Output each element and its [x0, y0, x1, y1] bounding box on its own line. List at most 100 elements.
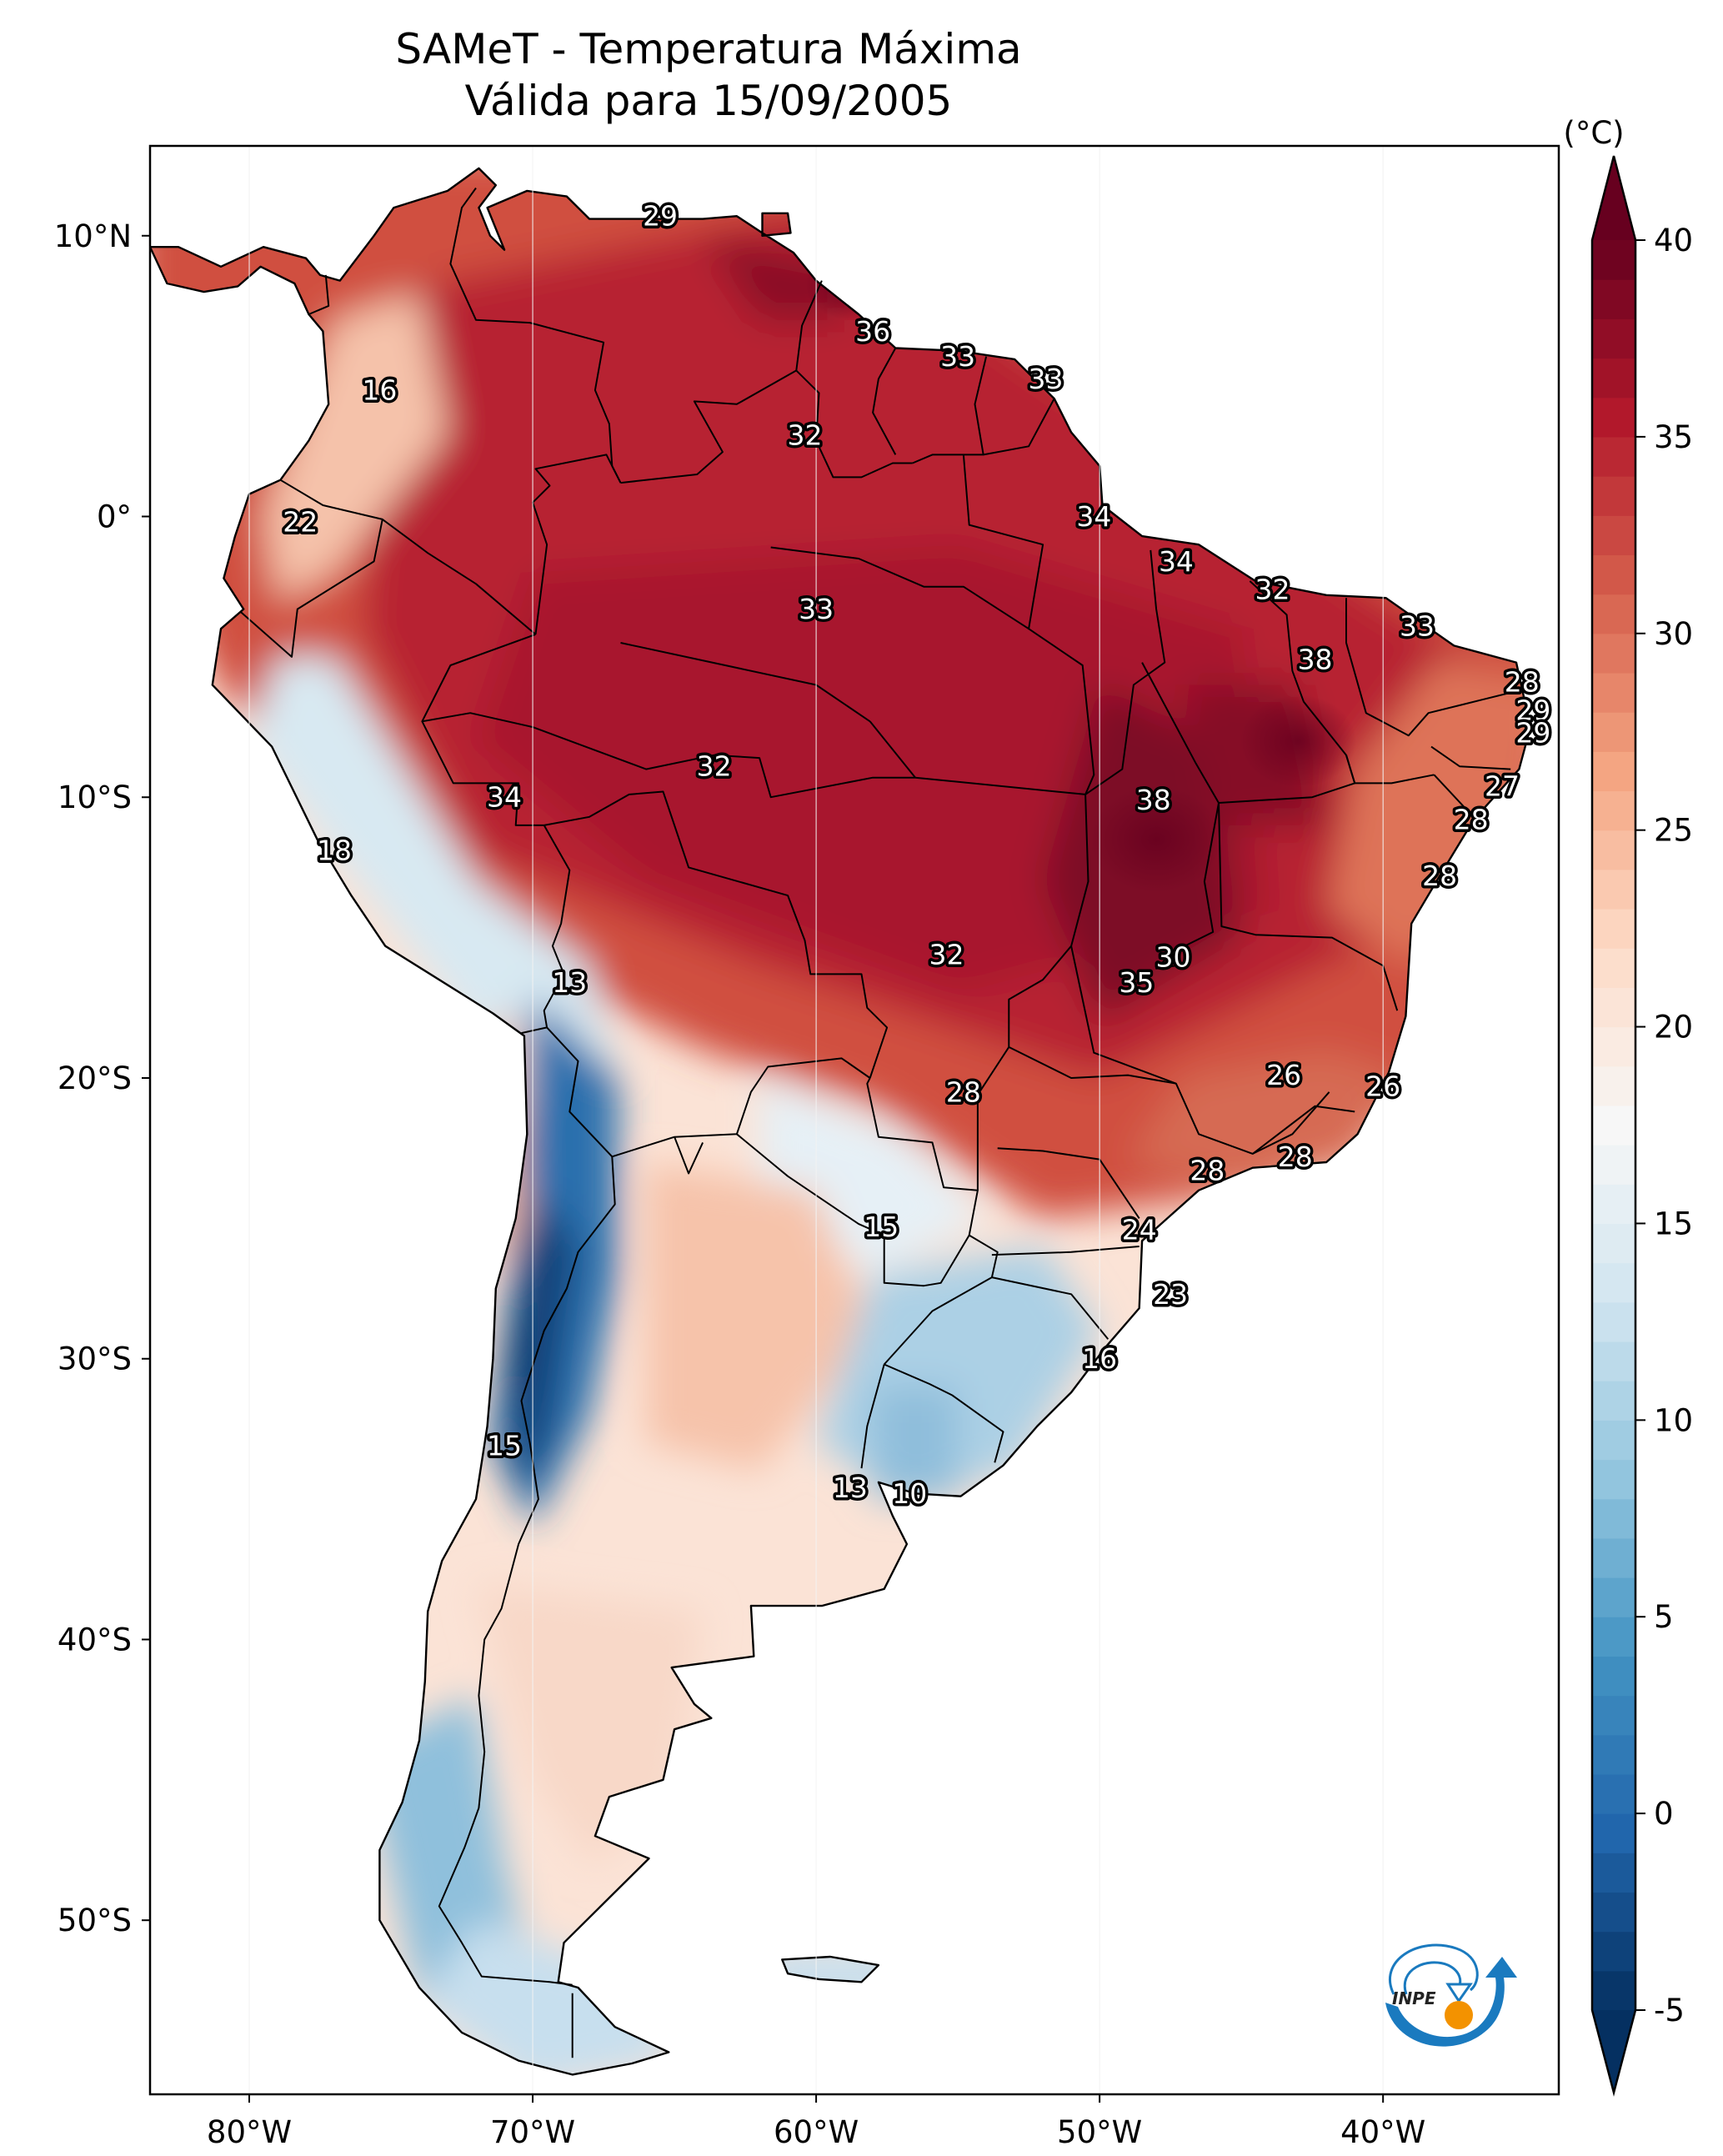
y-tick-label: 40°S — [58, 1622, 132, 1657]
country-border — [1218, 802, 1399, 1011]
colorbar-tick-label: 10 — [1654, 1402, 1693, 1438]
colorbar-extend-min — [1592, 2010, 1635, 2093]
x-axis-ticks: 80°W 70°W 60°W 50°W 40°W — [207, 2094, 1425, 2150]
colorbar-segment — [1592, 909, 1635, 949]
chart-title: SAMeT - Temperatura Máxima Válida para 1… — [0, 23, 1417, 127]
colorbar-segment — [1592, 318, 1635, 359]
colorbar-tick-label: -5 — [1654, 1993, 1685, 2028]
colorbar-tick-label: 25 — [1654, 813, 1693, 849]
temperature-region — [263, 292, 448, 601]
temperature-label: 16 — [1082, 1342, 1117, 1375]
inpe-logo: INPE — [1385, 1943, 1517, 2047]
colorbar-segment — [1592, 1853, 1635, 1893]
x-tick-label: 50°W — [1057, 2114, 1142, 2150]
country-border — [1141, 662, 1220, 953]
temperature-label: 23 — [1153, 1278, 1188, 1311]
temperature-label: 24 — [1122, 1213, 1157, 1246]
hot-core — [1240, 694, 1357, 788]
country-border — [962, 454, 1095, 795]
y-tick-label: 20°S — [58, 1060, 132, 1096]
colorbar-segment — [1592, 594, 1635, 634]
temperature-label: 33 — [940, 340, 975, 373]
country-borders — [240, 146, 1511, 2094]
temperature-label: 34 — [1159, 545, 1194, 578]
temperature-region — [873, 1386, 959, 1500]
colorbar-extend-max — [1592, 156, 1635, 240]
y-axis-ticks: 10°N 0° 10°S 20°S 30°S 40°S 50°S — [54, 218, 150, 1938]
country-border — [521, 825, 571, 1035]
temperature-label: 18 — [317, 835, 352, 867]
temperature-label: 28 — [1422, 860, 1457, 892]
colorbar-segment — [1592, 1184, 1635, 1225]
temperature-label: 22 — [283, 506, 318, 539]
country-border — [1433, 774, 1480, 815]
temperature-label: 33 — [1029, 363, 1064, 395]
colorbar-segment — [1592, 1105, 1635, 1146]
country-border — [997, 1147, 1140, 1219]
colorbar-segment — [1592, 790, 1635, 831]
temperature-label: 26 — [1365, 1070, 1400, 1103]
x-tick-label: 80°W — [207, 2114, 292, 2150]
country-border — [770, 546, 1029, 630]
colorbar-segment — [1592, 1381, 1635, 1421]
colorbar-segment — [1592, 1734, 1635, 1775]
country-border — [1345, 755, 1435, 785]
temperature-label: 28 — [1278, 1141, 1313, 1173]
country-border — [976, 1046, 1010, 1191]
colorbar-segment — [1592, 358, 1635, 399]
temperature-label: 10 — [892, 1477, 927, 1510]
country-border — [308, 274, 330, 315]
temperature-label: 29 — [643, 200, 678, 233]
colorbar-segment — [1592, 987, 1635, 1028]
colorbar-segment — [1592, 554, 1635, 595]
temperature-label: 16 — [362, 374, 397, 406]
colorbar-tick-label: 20 — [1654, 1010, 1693, 1045]
x-tick-label: 40°W — [1340, 2114, 1425, 2150]
colorbar-segment — [1592, 1498, 1635, 1539]
colorbar-segment — [1592, 1617, 1635, 1657]
colorbar-segment — [1592, 1577, 1635, 1617]
colorbar-segment — [1592, 1537, 1635, 1578]
logo-up-arrow-icon — [1385, 1957, 1517, 2047]
y-tick-label: 10°S — [58, 780, 132, 815]
temperature-label: 29 — [1515, 716, 1550, 749]
y-tick-label: 30°S — [58, 1341, 132, 1377]
country-border — [438, 1156, 616, 1986]
colorbar-segment — [1592, 672, 1635, 713]
temperature-label: 34 — [487, 781, 522, 814]
y-tick-label: 50°S — [58, 1903, 132, 1938]
temperature-label: 38 — [1298, 644, 1333, 676]
logo-orange-dot — [1445, 2001, 1473, 2029]
temperature-label: 33 — [799, 593, 834, 625]
colorbar-segment — [1592, 515, 1635, 556]
temperature-region — [249, 656, 619, 1135]
country-border — [421, 633, 544, 826]
colorbar-segment — [1592, 1145, 1635, 1185]
temperature-label: 36 — [855, 315, 890, 348]
colorbar-unit-label: (°C) — [1563, 115, 1624, 151]
country-border — [860, 1364, 885, 1469]
temperature-label: 34 — [1076, 500, 1111, 533]
temperature-label: 38 — [1136, 784, 1171, 816]
temperature-label: 32 — [697, 750, 732, 783]
country-border — [714, 754, 1086, 799]
country-border — [1430, 745, 1511, 770]
colorbar-segment — [1592, 240, 1635, 280]
title-line-1: SAMeT - Temperatura Máxima — [395, 25, 1022, 73]
colorbar-tick-label: 35 — [1654, 419, 1693, 455]
axes-frame — [148, 144, 1560, 2096]
colorbar-tick-label: 40 — [1654, 223, 1693, 258]
temperature-label: 35 — [1119, 966, 1154, 999]
country-border — [983, 398, 1055, 456]
logo-text: INPE — [1392, 1988, 1436, 2008]
country-border — [1345, 598, 1509, 737]
colorbar-segment — [1592, 476, 1635, 516]
country-border — [869, 720, 916, 779]
colorbar-segment — [1592, 1026, 1635, 1067]
colorbar-segment — [1592, 1223, 1635, 1264]
country-border — [1218, 580, 1356, 804]
colorbar-segment — [1592, 1301, 1635, 1342]
country-border — [1070, 945, 1355, 1155]
temperature-label: 27 — [1485, 770, 1520, 802]
